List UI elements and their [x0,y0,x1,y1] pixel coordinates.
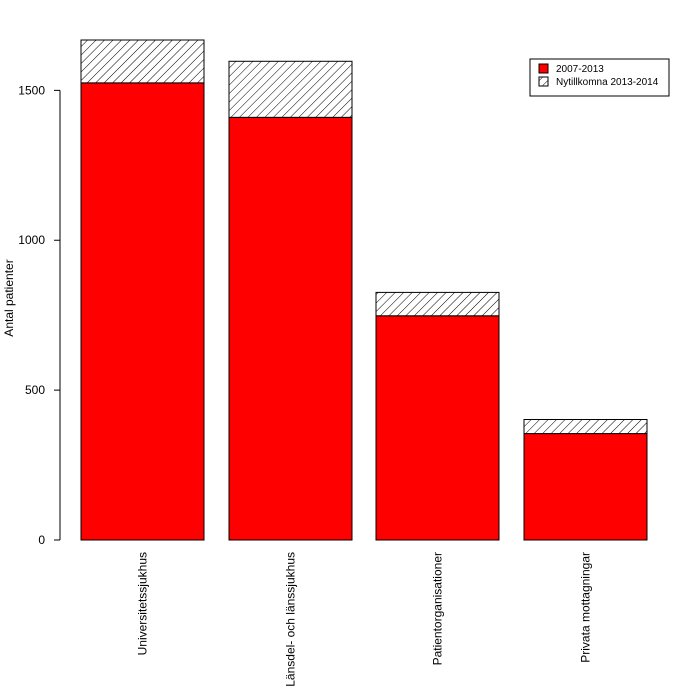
bar-0-2 [375,315,500,541]
legend-swatch-1 [538,76,549,87]
legend-label-1: Nytillkomna 2013-2014 [556,77,659,88]
bar-0-1 [228,116,353,541]
y-tick-label-3: 1500 [18,83,45,97]
bar-1-3 [523,418,648,435]
legend-swatch-0 [538,63,549,74]
x-tick-label-0: Universitetssjukhus [136,552,150,655]
bar-1-0 [80,39,205,84]
bar-1-2 [375,291,500,317]
legend: 2007-2013 Nytillkomna 2013-2014 [529,58,670,97]
legend-label-0: 2007-2013 [556,64,604,75]
bar-0-0 [80,82,205,541]
legend-box [529,58,670,97]
y-tick-label-0: 0 [38,533,45,547]
y-axis-label: Antal patienter [2,259,16,336]
x-tick-label-2: Patientorganisationer [431,552,445,665]
bar-0-3 [523,433,648,541]
bars [80,39,648,541]
x-tick-label-3: Privata mottagningar [579,552,593,663]
x-tick-label-1: Länsdel- och länssjukhus [284,552,298,687]
y-axis: 0 500 1000 1500 [18,83,61,547]
bar-1-1 [228,60,353,118]
y-tick-label-2: 1000 [18,233,45,247]
y-tick-label-1: 500 [25,383,45,397]
x-axis-labels: Universitetssjukhus Länsdel- och länssjuk… [136,552,593,687]
